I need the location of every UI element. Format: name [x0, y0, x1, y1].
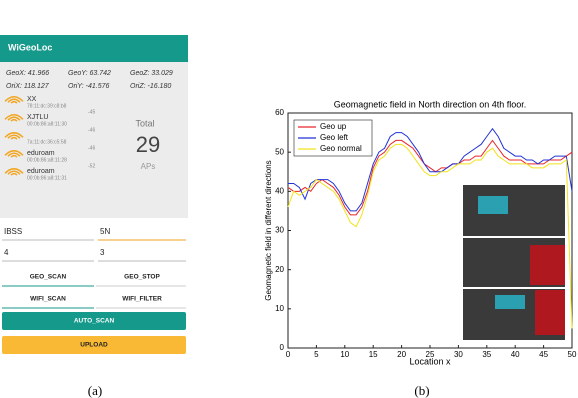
sensor-reading: GeoZ: 33.029: [130, 70, 173, 77]
y-tick-label: 10: [275, 304, 284, 313]
x-tick-label: 5: [314, 350, 319, 359]
wifi-icon: [10, 172, 18, 176]
photo-divider: [463, 236, 565, 238]
legend-label: Geo up: [320, 122, 347, 131]
x-tick-label: 50: [568, 350, 577, 359]
wifi-level: -52: [88, 163, 95, 169]
caption: (a): [88, 383, 102, 398]
wifi-mac: 00:0b:86:a8:11:30: [27, 121, 67, 127]
button-label[interactable]: UPLOAD: [80, 342, 108, 349]
total-count: 29: [136, 132, 160, 157]
sensor-reading: GeoX: 41.966: [6, 70, 49, 77]
input-field[interactable]: 4: [4, 248, 9, 257]
photo-phone: [478, 196, 508, 214]
wifi-icon: [10, 136, 18, 140]
y-axis-label: Geomagnetic field in different direction…: [264, 160, 273, 300]
wifi-icon: [7, 98, 21, 103]
data-line: [288, 127, 573, 212]
wifi-icon: [4, 150, 24, 156]
sensor-reading: OriX: 118.127: [6, 83, 50, 90]
y-tick-label: 20: [275, 265, 284, 274]
caption: (b): [414, 383, 429, 398]
app-bar: [0, 35, 188, 62]
x-tick-label: 40: [511, 350, 520, 359]
sensor-reading: OriZ: -16.180: [130, 83, 171, 90]
app-title: WiGeoLoc: [8, 42, 52, 52]
sensor-reading: GeoY: 63.742: [68, 70, 111, 77]
legend-label: Geo left: [320, 133, 349, 142]
sensor-reading: OriY: -41.576: [68, 83, 109, 90]
wifi-ssid: XX: [27, 96, 37, 103]
x-tick-label: 25: [426, 350, 435, 359]
input-field[interactable]: IBSS: [4, 227, 22, 236]
wifi-mac: 00:0b:86:a8:11:28: [27, 157, 67, 163]
wifi-icon: [4, 96, 24, 102]
input-field[interactable]: 3: [100, 248, 105, 257]
wifi-icon: [10, 100, 18, 104]
y-tick-label: 40: [275, 186, 284, 195]
x-tick-label: 15: [369, 350, 378, 359]
wifi-icon: [4, 168, 24, 174]
upload-button[interactable]: [2, 336, 186, 354]
data-line: [287, 139, 573, 216]
button-label[interactable]: GEO_SCAN: [30, 274, 67, 281]
x-tick-label: 35: [482, 350, 491, 359]
wifi-mac: 7a:11:dc:36:c5:58: [27, 139, 67, 145]
x-tick-label: 0: [286, 350, 291, 359]
y-tick-label: 30: [275, 226, 284, 235]
chart-title: Geomagnetic field in North direction on …: [334, 99, 527, 109]
x-tick-label: 10: [340, 350, 349, 359]
button-label[interactable]: WIFI_SCAN: [30, 296, 66, 303]
photo-person: [530, 245, 565, 285]
photo-divider: [463, 287, 565, 289]
button-label[interactable]: WIFI_FILTER: [122, 296, 162, 303]
wifi-icon: [7, 134, 21, 139]
x-axis-label: Location x: [409, 356, 451, 366]
wifi-ssid: eduroam: [27, 168, 55, 175]
photo-phone: [495, 295, 525, 309]
status-panel: [0, 62, 188, 218]
total-label: Total: [135, 118, 154, 128]
button-label[interactable]: GEO_STOP: [124, 274, 160, 281]
wifi-icon: [10, 118, 18, 122]
x-tick-label: 20: [397, 350, 406, 359]
wifi-icon: [10, 154, 18, 158]
wifi-level: -46: [88, 127, 95, 133]
wifi-ssid: eduroam: [27, 150, 55, 157]
wifi-level: -45: [88, 109, 95, 115]
y-tick-label: 50: [275, 147, 284, 156]
wifi-ssid: XJTLU: [27, 114, 48, 121]
input-field[interactable]: 5N: [100, 227, 110, 236]
wifi-level: -46: [88, 145, 95, 151]
wifi-icon: [7, 152, 21, 157]
button-label[interactable]: AUTO_SCAN: [74, 318, 115, 325]
wifi-mac: 78:11:dc:39:c8:b8: [27, 103, 67, 109]
wifi-icon: [4, 132, 24, 138]
wifi-mac: 00:0b:86:a8:11:31: [27, 175, 67, 181]
x-tick-label: 45: [539, 350, 548, 359]
auto-scan-button[interactable]: [2, 312, 186, 330]
wifi-icon: [4, 114, 24, 120]
legend-label: Geo normal: [320, 144, 362, 153]
wifi-icon: [7, 170, 21, 175]
data-line: [287, 143, 573, 329]
x-tick-label: 30: [454, 350, 463, 359]
total-unit: APs: [141, 162, 156, 171]
y-tick-label: 0: [280, 343, 285, 352]
photo-person: [535, 290, 565, 335]
y-tick-label: 60: [275, 108, 284, 117]
wifi-icon: [7, 116, 21, 121]
